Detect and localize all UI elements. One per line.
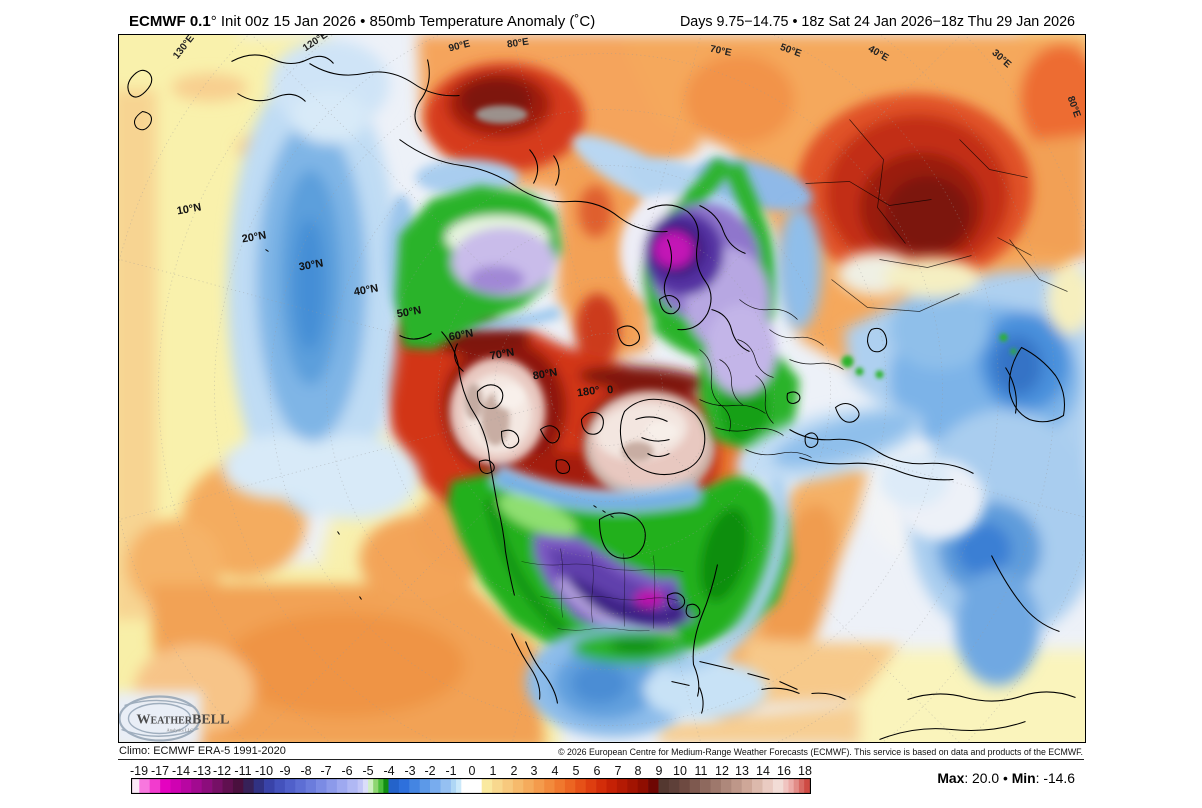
svg-text:20°N: 20°N [241, 229, 267, 245]
svg-text:30°N: 30°N [298, 257, 324, 273]
svg-text:Analytics LLC: Analytics LLC [167, 728, 194, 733]
svg-text:180°: 180° [576, 384, 600, 399]
svg-text:90°E: 90°E [448, 38, 472, 54]
svg-text:50°N: 50°N [396, 304, 422, 320]
svg-text:80°E: 80°E [506, 36, 529, 50]
svg-text:0: 0 [607, 384, 614, 397]
svg-text:60°N: 60°N [448, 327, 474, 343]
svg-text:WEATHERBELL: WEATHERBELL [137, 713, 230, 728]
svg-text:10°N: 10°N [176, 201, 202, 217]
svg-text:70°N: 70°N [489, 346, 515, 362]
svg-text:80°N: 80°N [532, 366, 558, 382]
svg-text:40°N: 40°N [353, 282, 379, 298]
svg-text:70°E: 70°E [709, 44, 733, 59]
